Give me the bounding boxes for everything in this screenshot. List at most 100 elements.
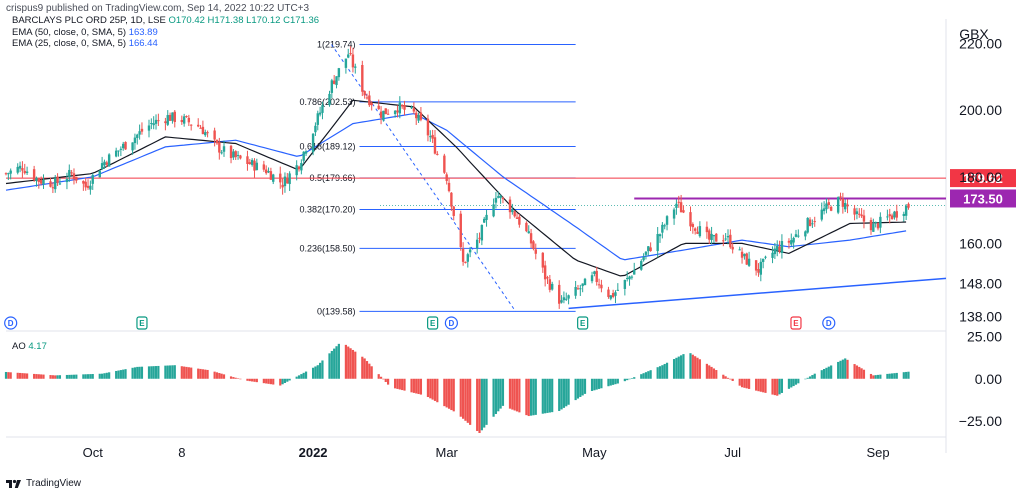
legend-ema50-row[interactable]: EMA (50, close, 0, SMA, 5) 163.89 bbox=[12, 27, 319, 39]
support-trendline[interactable] bbox=[568, 277, 947, 310]
candle-up[interactable] bbox=[797, 235, 800, 237]
candle-down[interactable] bbox=[745, 253, 748, 265]
candle-up[interactable] bbox=[89, 185, 92, 190]
candle-up[interactable] bbox=[820, 209, 823, 220]
candle-down[interactable] bbox=[543, 265, 547, 280]
candle-down[interactable] bbox=[213, 130, 216, 140]
candle-down[interactable] bbox=[248, 162, 251, 165]
candle-up[interactable] bbox=[220, 152, 223, 154]
candle-up[interactable] bbox=[288, 173, 291, 185]
candle-down[interactable] bbox=[377, 105, 380, 110]
candle-up[interactable] bbox=[54, 178, 57, 190]
candle-down[interactable] bbox=[548, 279, 552, 290]
candle-up[interactable] bbox=[642, 257, 645, 261]
candle-down[interactable] bbox=[890, 215, 894, 220]
candle-up[interactable] bbox=[511, 209, 514, 213]
candle-up[interactable] bbox=[581, 283, 584, 287]
candle-down[interactable] bbox=[412, 108, 416, 112]
candle-up[interactable] bbox=[18, 165, 22, 169]
candle-up[interactable] bbox=[68, 169, 71, 178]
candle-down[interactable] bbox=[858, 213, 861, 215]
candle-up[interactable] bbox=[300, 162, 303, 171]
candle-up[interactable] bbox=[117, 150, 120, 152]
candle-down[interactable] bbox=[869, 220, 873, 231]
candle-up[interactable] bbox=[773, 248, 777, 255]
candle-up[interactable] bbox=[316, 113, 319, 125]
candle-up[interactable] bbox=[647, 246, 650, 252]
candle-down[interactable] bbox=[164, 121, 167, 124]
candle-up[interactable] bbox=[499, 195, 502, 198]
candle-up[interactable] bbox=[171, 112, 174, 121]
candle-down[interactable] bbox=[246, 156, 249, 164]
candle-down[interactable] bbox=[705, 226, 709, 233]
candle-down[interactable] bbox=[168, 114, 172, 121]
candle-down[interactable] bbox=[649, 247, 652, 251]
candle-down[interactable] bbox=[611, 293, 615, 297]
candle-up[interactable] bbox=[771, 252, 774, 258]
candle-down[interactable] bbox=[82, 180, 85, 184]
candle-down[interactable] bbox=[72, 173, 76, 180]
candle-down[interactable] bbox=[754, 260, 758, 271]
candle-down[interactable] bbox=[384, 108, 387, 115]
candle-down[interactable] bbox=[546, 277, 549, 279]
candle-down[interactable] bbox=[297, 166, 301, 170]
candle-down[interactable] bbox=[51, 187, 55, 189]
candle-up[interactable] bbox=[138, 131, 141, 135]
candle-down[interactable] bbox=[23, 170, 26, 174]
candle-up[interactable] bbox=[825, 203, 828, 210]
candle-up[interactable] bbox=[314, 125, 317, 133]
candle-down[interactable] bbox=[379, 111, 383, 118]
candle-up[interactable] bbox=[675, 203, 678, 208]
candle-down[interactable] bbox=[452, 206, 455, 216]
candle-down[interactable] bbox=[829, 206, 833, 211]
candle-up[interactable] bbox=[761, 258, 765, 263]
candle-up[interactable] bbox=[593, 271, 596, 274]
candle-up[interactable] bbox=[590, 275, 594, 282]
candle-down[interactable] bbox=[860, 214, 863, 217]
candle-up[interactable] bbox=[560, 300, 563, 303]
candle-down[interactable] bbox=[853, 208, 856, 215]
candle-down[interactable] bbox=[501, 198, 505, 200]
candle-down[interactable] bbox=[607, 289, 610, 297]
earnings-marker-icon[interactable] bbox=[577, 316, 589, 330]
candle-down[interactable] bbox=[370, 102, 373, 106]
candle-up[interactable] bbox=[663, 225, 666, 227]
candle-down[interactable] bbox=[729, 234, 732, 248]
candle-down[interactable] bbox=[808, 219, 812, 226]
candle-up[interactable] bbox=[886, 216, 889, 218]
candle-up[interactable] bbox=[780, 241, 784, 253]
candle-up[interactable] bbox=[150, 123, 153, 125]
candle-up[interactable] bbox=[182, 116, 186, 124]
candle-up[interactable] bbox=[656, 234, 659, 252]
candle-down[interactable] bbox=[253, 160, 256, 171]
candle-down[interactable] bbox=[86, 185, 90, 188]
candle-up[interactable] bbox=[204, 132, 207, 136]
candle-down[interactable] bbox=[677, 201, 680, 203]
candle-up[interactable] bbox=[902, 213, 906, 216]
candle-down[interactable] bbox=[4, 173, 8, 175]
candle-up[interactable] bbox=[222, 146, 226, 152]
legend-symbol[interactable]: BARCLAYS PLC ORD 25P, 1D, LSE bbox=[12, 15, 166, 26]
candle-up[interactable] bbox=[804, 231, 807, 237]
candle-down[interactable] bbox=[895, 211, 898, 218]
candle-up[interactable] bbox=[527, 231, 530, 234]
candle-down[interactable] bbox=[351, 54, 355, 68]
candle-down[interactable] bbox=[39, 179, 43, 184]
candle-up[interactable] bbox=[623, 279, 627, 289]
candle-up[interactable] bbox=[152, 123, 155, 126]
candle-down[interactable] bbox=[679, 202, 683, 213]
candle-up[interactable] bbox=[806, 217, 809, 233]
dividend-marker-icon[interactable] bbox=[822, 316, 836, 330]
candle-down[interactable] bbox=[450, 192, 453, 207]
candle-up[interactable] bbox=[58, 183, 62, 185]
candle-down[interactable] bbox=[197, 124, 200, 127]
candle-up[interactable] bbox=[633, 269, 636, 275]
candle-up[interactable] bbox=[114, 150, 118, 157]
candle-down[interactable] bbox=[419, 112, 423, 120]
candle-down[interactable] bbox=[349, 52, 352, 54]
candle-down[interactable] bbox=[827, 202, 830, 205]
candle-up[interactable] bbox=[166, 115, 169, 125]
candle-down[interactable] bbox=[75, 176, 78, 181]
candle-down[interactable] bbox=[218, 142, 221, 153]
candle-down[interactable] bbox=[431, 134, 434, 139]
